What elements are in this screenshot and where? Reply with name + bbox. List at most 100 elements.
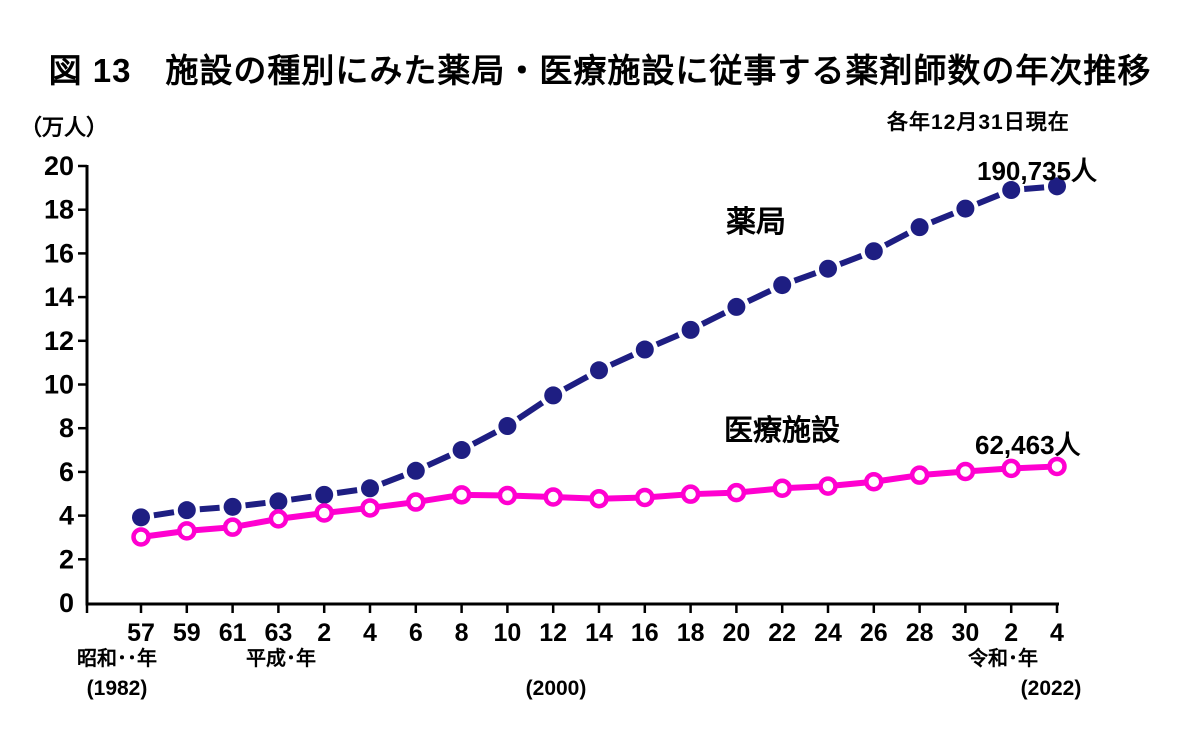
series-line-segment bbox=[872, 224, 921, 254]
data-point-marker bbox=[543, 487, 563, 507]
data-point-marker bbox=[497, 485, 518, 506]
data-point-marker bbox=[268, 509, 289, 529]
x-tick-label: 4 bbox=[1050, 619, 1064, 647]
era-year-label: (2000) bbox=[526, 677, 587, 700]
end-value-label: 62,463人 bbox=[975, 430, 1081, 460]
data-point-marker bbox=[590, 361, 608, 380]
x-tick-label: 22 bbox=[768, 619, 796, 647]
data-point-marker bbox=[956, 199, 975, 218]
series-line-segment bbox=[323, 485, 371, 498]
series-line-segment bbox=[826, 248, 875, 272]
series-line-segment bbox=[735, 282, 784, 310]
data-point-marker bbox=[909, 465, 930, 485]
series-line-segment bbox=[186, 503, 233, 514]
x-tick-label: 57 bbox=[127, 619, 155, 647]
series-line-segment bbox=[1010, 183, 1058, 194]
y-tick-label: 10 bbox=[44, 370, 74, 400]
data-point-marker bbox=[498, 417, 517, 436]
data-point-marker bbox=[360, 498, 380, 518]
data-point-marker bbox=[772, 478, 792, 499]
data-point-marker bbox=[818, 476, 838, 496]
era-year-label: (2022) bbox=[1021, 677, 1082, 700]
y-tick-label: 0 bbox=[59, 588, 74, 618]
data-point-marker bbox=[1001, 458, 1021, 479]
x-tick-label: 63 bbox=[264, 619, 292, 647]
era-label: 昭和･･年 bbox=[77, 646, 157, 670]
data-point-marker bbox=[819, 259, 837, 278]
data-point-marker bbox=[223, 497, 242, 516]
data-point-marker bbox=[1002, 181, 1021, 200]
series-line-segment bbox=[368, 468, 417, 492]
y-axis-unit-label: （万人） bbox=[20, 115, 109, 140]
y-tick-label: 2 bbox=[59, 544, 74, 574]
y-tick-label: 6 bbox=[59, 457, 74, 487]
data-point-marker bbox=[726, 482, 747, 503]
x-tick-label: 18 bbox=[677, 619, 705, 647]
series-line-segment bbox=[277, 491, 325, 505]
x-tick-label: 2 bbox=[1004, 619, 1018, 647]
era-label: 令和･年 bbox=[968, 646, 1038, 670]
data-point-marker bbox=[452, 441, 471, 460]
series-line-segment bbox=[689, 304, 738, 333]
data-point-marker bbox=[406, 461, 425, 480]
data-point-marker bbox=[773, 276, 792, 295]
series-line-segment bbox=[781, 265, 830, 288]
y-tick-label: 16 bbox=[44, 238, 74, 268]
data-point-marker bbox=[177, 501, 196, 520]
series-line-segment bbox=[643, 327, 692, 353]
series-line-segment bbox=[414, 447, 463, 474]
x-tick-label: 20 bbox=[722, 619, 750, 647]
data-point-marker bbox=[589, 489, 609, 509]
series-line-segment bbox=[505, 392, 555, 429]
series-line-segment bbox=[964, 187, 1013, 212]
x-tick-label: 4 bbox=[363, 619, 377, 647]
era-year-label: (1982) bbox=[87, 677, 148, 700]
data-point-marker bbox=[131, 527, 151, 547]
series-line-segment bbox=[140, 507, 188, 521]
data-point-marker bbox=[1048, 177, 1066, 196]
data-point-marker bbox=[727, 297, 746, 316]
series-line-segment bbox=[232, 498, 279, 510]
x-tick-label: 12 bbox=[539, 619, 567, 647]
data-point-marker bbox=[681, 320, 700, 339]
data-point-marker bbox=[361, 479, 379, 498]
x-tick-label: 6 bbox=[409, 619, 423, 647]
figure-title: 図 13 施設の種別にみた薬局・医療施設に従事する薬剤師数の年次推移 bbox=[48, 52, 1152, 89]
series-line-segment bbox=[551, 367, 601, 399]
series-name-label: 薬局 bbox=[726, 206, 786, 239]
series-name-label: 医療施設 bbox=[724, 413, 841, 447]
data-point-marker bbox=[314, 503, 334, 523]
x-tick-label: 14 bbox=[585, 619, 613, 647]
era-label: 平成･年 bbox=[246, 646, 316, 670]
series-line-segment bbox=[918, 205, 967, 230]
data-point-marker bbox=[635, 340, 654, 359]
data-point-marker bbox=[955, 461, 976, 482]
y-tick-label: 4 bbox=[59, 501, 74, 531]
x-tick-label: 59 bbox=[173, 619, 201, 647]
data-point-marker bbox=[406, 492, 426, 512]
data-point-marker bbox=[451, 485, 472, 505]
data-point-marker bbox=[1047, 456, 1067, 477]
series-line-segment bbox=[597, 346, 647, 374]
data-point-marker bbox=[864, 471, 884, 492]
x-tick-label: 30 bbox=[951, 619, 979, 647]
x-tick-label: 8 bbox=[455, 619, 469, 647]
data-point-marker bbox=[177, 521, 197, 541]
series-line-segment bbox=[460, 423, 509, 453]
y-tick-label: 8 bbox=[59, 413, 74, 443]
x-tick-label: 28 bbox=[906, 619, 934, 647]
x-tick-label: 24 bbox=[814, 619, 842, 647]
x-tick-label: 16 bbox=[631, 619, 659, 647]
data-point-marker bbox=[222, 517, 243, 537]
data-point-marker bbox=[544, 386, 563, 405]
data-point-marker bbox=[910, 218, 929, 237]
x-tick-label: 61 bbox=[219, 619, 247, 647]
data-point-marker bbox=[315, 485, 334, 504]
data-point-marker bbox=[635, 487, 655, 508]
x-tick-label: 2 bbox=[317, 619, 331, 647]
x-tick-label: 26 bbox=[860, 619, 888, 647]
x-tick-label: 10 bbox=[493, 619, 521, 647]
y-tick-label: 12 bbox=[44, 326, 74, 356]
y-tick-label: 14 bbox=[44, 282, 74, 312]
